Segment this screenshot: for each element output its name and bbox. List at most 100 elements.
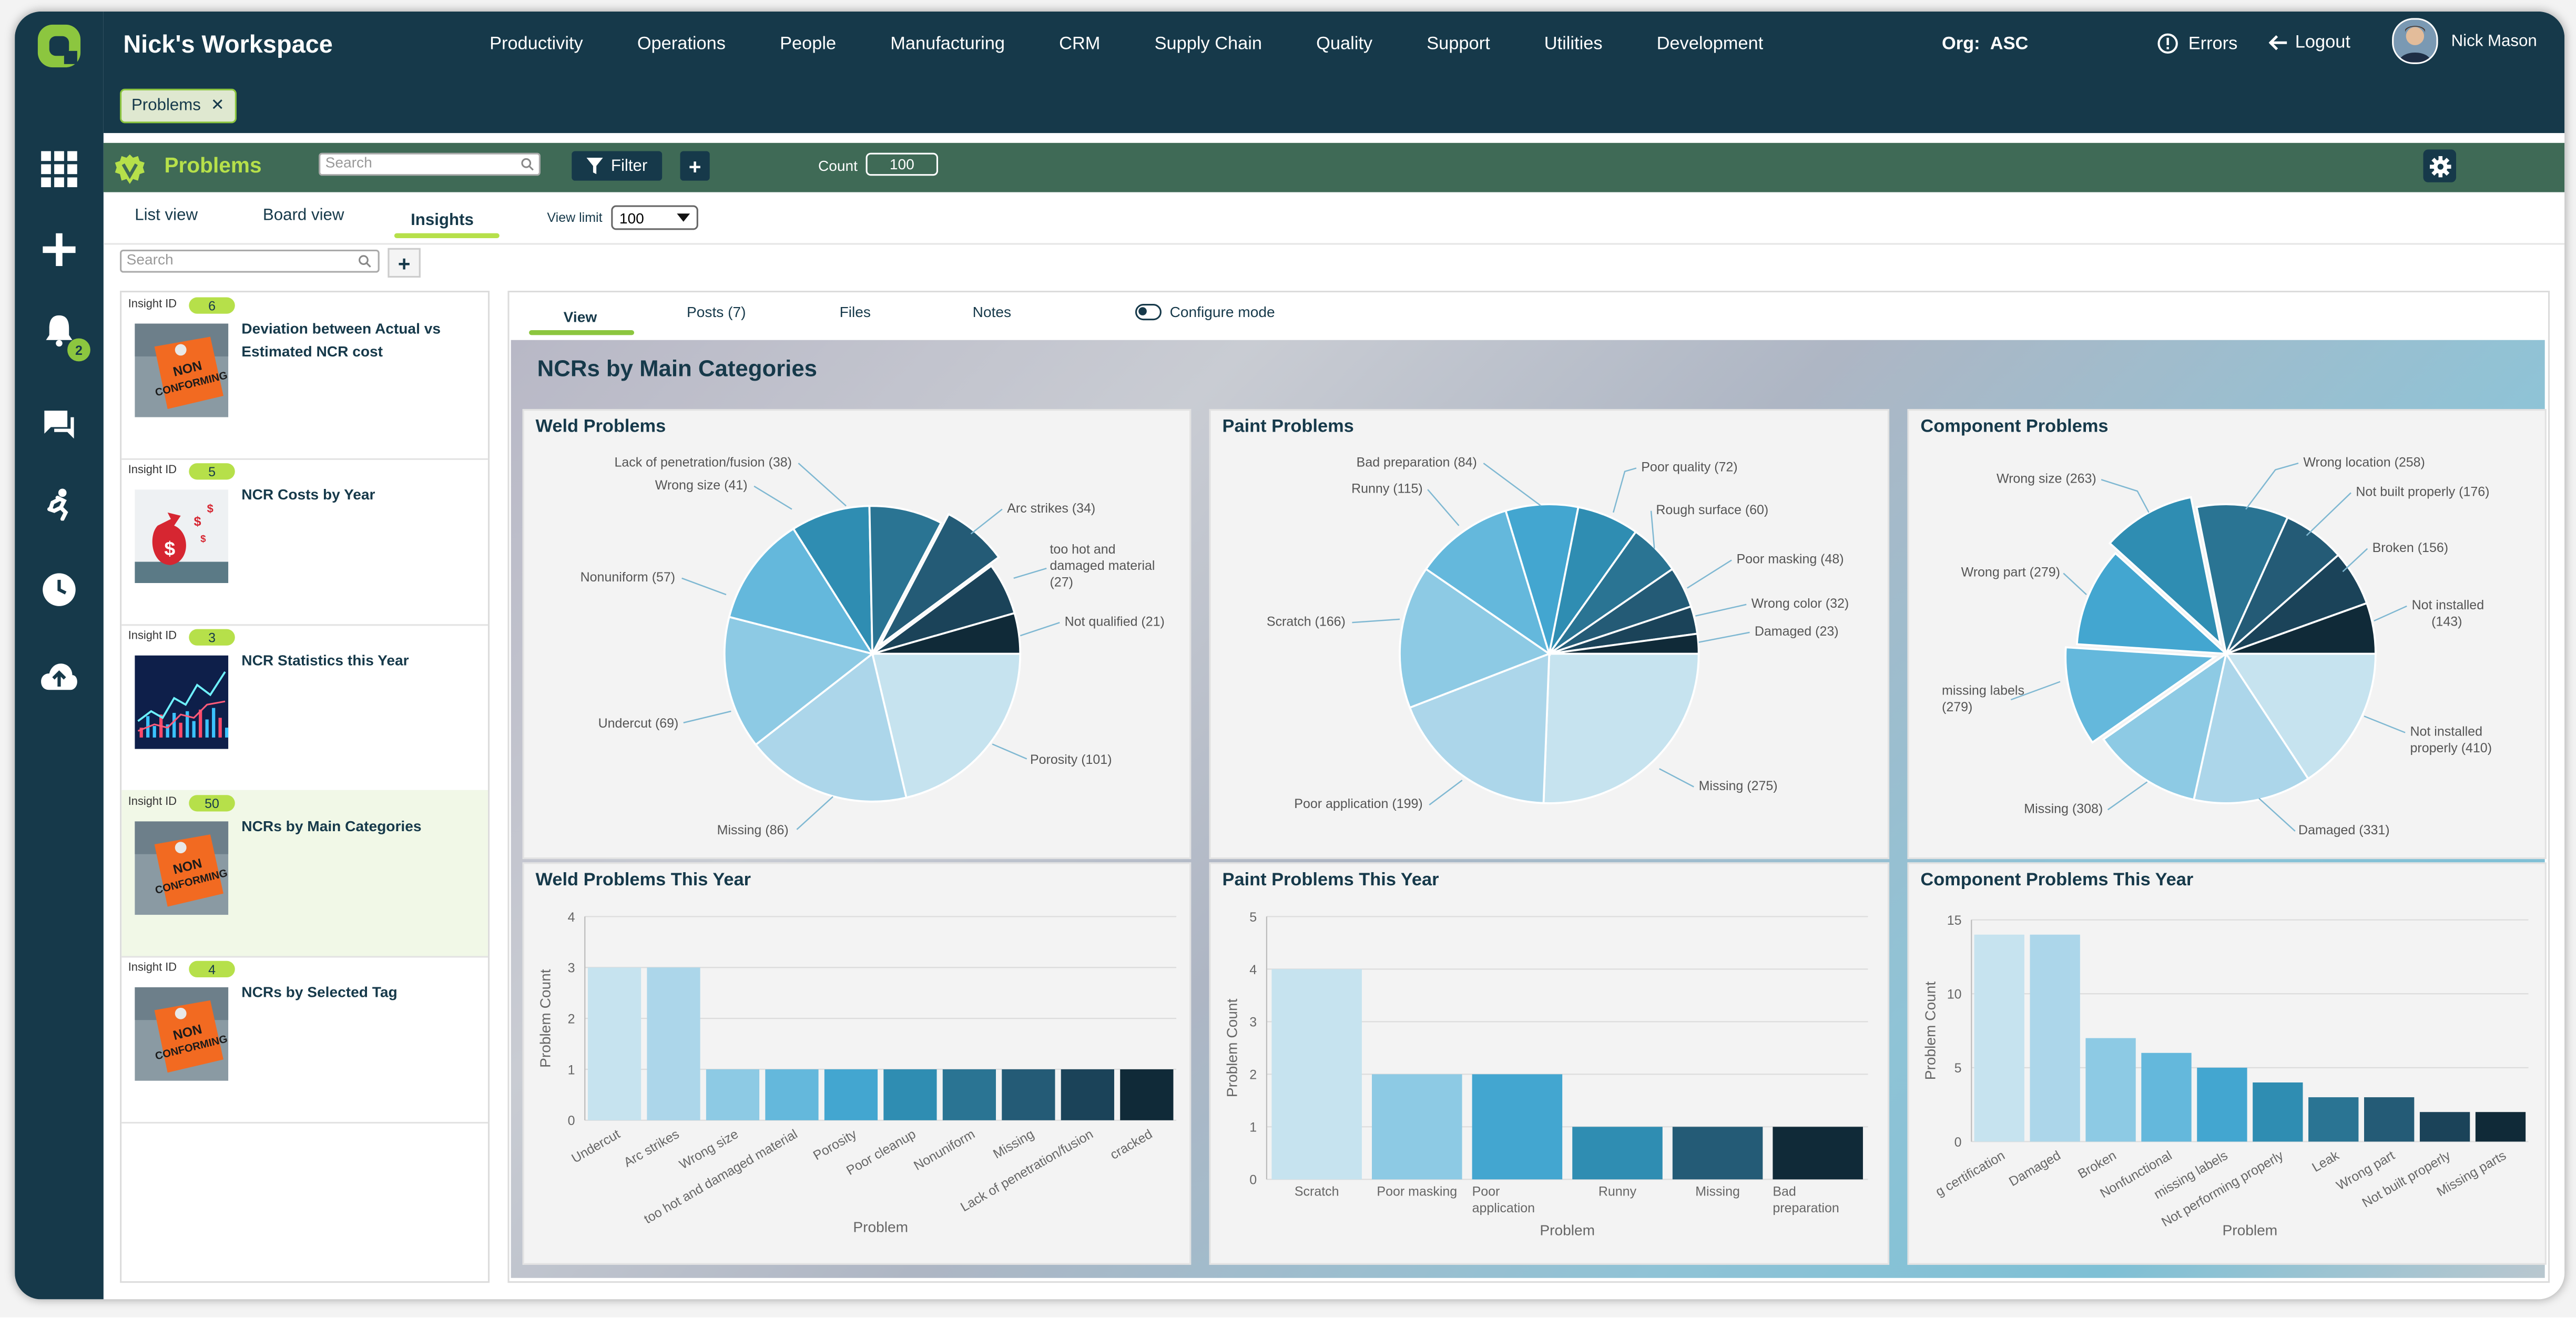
- weld-slice-not-qualified[interactable]: [872, 611, 1022, 655]
- bar-porosity[interactable]: [824, 1069, 878, 1120]
- settings-button[interactable]: [2423, 149, 2456, 182]
- bar-missing[interactable]: [1672, 1127, 1763, 1180]
- list-item[interactable]: Insight ID 3 NCR Statistics this Year: [121, 624, 488, 792]
- nav-item-support[interactable]: Support: [1427, 34, 1490, 55]
- bar-undercut[interactable]: [587, 967, 642, 1120]
- notifications-bell-icon[interactable]: [35, 305, 84, 355]
- bar-nonfunctional[interactable]: [2141, 1053, 2192, 1142]
- open-tab-chip[interactable]: Problems ✕: [120, 88, 236, 124]
- component-slice-wrong-part[interactable]: [2075, 551, 2229, 655]
- weld-slice-arc-strikes[interactable]: [879, 513, 1001, 646]
- tab-view[interactable]: View: [563, 309, 597, 325]
- list-item[interactable]: Insight ID 5 $ $ $ $ NCR Costs by Year: [121, 458, 488, 626]
- y-tick-label: 4: [568, 910, 575, 925]
- weld-slice-porosity[interactable]: [871, 652, 1022, 799]
- paint-slice-missing[interactable]: [1542, 652, 1700, 804]
- bar-arc-strikes[interactable]: [647, 967, 700, 1120]
- component-slice-missing-labels[interactable]: [2064, 646, 2218, 744]
- bar-poor-application[interactable]: [1472, 1074, 1563, 1180]
- component-slice-wrong-size[interactable]: [2108, 496, 2222, 647]
- list-item[interactable]: Insight ID 6 NON CONFORMING Deviation bet…: [121, 292, 488, 460]
- weld-slice-missing[interactable]: [754, 652, 908, 803]
- component-slice-damaged[interactable]: [2192, 651, 2310, 804]
- tab-files[interactable]: Files: [839, 304, 871, 321]
- paint-slice-poor-quality[interactable]: [1548, 506, 1637, 655]
- paint-slice-runny[interactable]: [1424, 509, 1551, 657]
- bar-runny[interactable]: [1572, 1127, 1663, 1180]
- weld-slice-nonuniform[interactable]: [728, 527, 875, 656]
- nav-item-operations[interactable]: Operations: [637, 34, 726, 55]
- filter-button[interactable]: Filter: [572, 151, 663, 181]
- user-menu[interactable]: Nick Mason: [2392, 18, 2537, 64]
- tab-posts[interactable]: Posts (7): [686, 304, 746, 321]
- bar-poor-cleanup[interactable]: [883, 1069, 937, 1120]
- x-tick-label: preparation: [1773, 1201, 1839, 1215]
- nav-item-quality[interactable]: Quality: [1316, 34, 1373, 55]
- bar-bad-preparation[interactable]: [1773, 1127, 1863, 1180]
- component-slice-not-built-properly[interactable]: [2225, 516, 2340, 655]
- weld-slice-undercut[interactable]: [724, 616, 875, 747]
- component-slice-missing[interactable]: [2102, 651, 2228, 801]
- chat-icon[interactable]: [35, 399, 84, 448]
- bar-missing-labels[interactable]: [2197, 1067, 2247, 1142]
- pie-leader-line: [1429, 780, 1463, 805]
- chart-title: Paint Problems: [1222, 417, 1354, 437]
- bar-wrong-part[interactable]: [2364, 1097, 2415, 1142]
- bar-nonuniform[interactable]: [942, 1069, 996, 1120]
- tab-insights[interactable]: Insights: [411, 212, 474, 230]
- component-slice-wrong-location[interactable]: [2195, 503, 2289, 657]
- add-icon[interactable]: [35, 225, 84, 274]
- paint-slice-bad-preparation[interactable]: [1504, 503, 1580, 655]
- view-limit-select[interactable]: 100: [611, 205, 698, 230]
- bar-poor-masking[interactable]: [1372, 1074, 1462, 1180]
- bar-leak[interactable]: [2308, 1097, 2359, 1142]
- apps-grid-icon[interactable]: [35, 145, 84, 194]
- bar-damaged[interactable]: [2030, 934, 2080, 1142]
- bar-scratch[interactable]: [1271, 969, 1362, 1180]
- org-indicator[interactable]: Org: ASC: [1942, 35, 2028, 54]
- nav-item-crm[interactable]: CRM: [1059, 34, 1101, 55]
- tab-board-view[interactable]: Board view: [262, 207, 344, 226]
- add-record-button[interactable]: +: [680, 151, 710, 181]
- bar-missing-parts[interactable]: [2475, 1112, 2526, 1142]
- view-limit-value: 100: [619, 209, 644, 226]
- nav-item-development[interactable]: Development: [1656, 34, 1764, 55]
- bar-lack-of-penetration-fusion[interactable]: [1061, 1069, 1114, 1120]
- bar-broken[interactable]: [2085, 1038, 2136, 1142]
- bar-not-performing-properly[interactable]: [2253, 1082, 2303, 1142]
- bar-missing[interactable]: [1002, 1069, 1055, 1120]
- weld-slice-lack-of-penetration-fusion[interactable]: [868, 505, 943, 655]
- bar-wrong-size[interactable]: [706, 1069, 760, 1120]
- tab-notes[interactable]: Notes: [972, 304, 1012, 321]
- close-icon[interactable]: ✕: [210, 97, 225, 115]
- nav-item-people[interactable]: People: [780, 34, 837, 55]
- component-slice-not-installed[interactable]: [2225, 601, 2377, 655]
- count-input[interactable]: 100: [866, 152, 939, 176]
- paint-slice-damaged[interactable]: [1549, 632, 1700, 655]
- bar-cracked[interactable]: [1120, 1069, 1174, 1120]
- clock-icon[interactable]: [35, 565, 84, 615]
- configure-mode-toggle[interactable]: [1135, 304, 1162, 321]
- bar-g-certification[interactable]: [1974, 934, 2024, 1142]
- list-item[interactable]: Insight ID 4 NON CONFORMING NCRs by Selec…: [121, 956, 488, 1124]
- nav-item-supply-chain[interactable]: Supply Chain: [1154, 34, 1262, 55]
- bar-too-hot-and-damaged-material[interactable]: [765, 1069, 819, 1120]
- nav-item-utilities[interactable]: Utilities: [1544, 34, 1603, 55]
- module-search-input[interactable]: Search: [319, 152, 541, 176]
- weld-slice-wrong-size[interactable]: [792, 505, 874, 658]
- cloud-upload-icon[interactable]: [35, 652, 84, 701]
- nav-item-manufacturing[interactable]: Manufacturing: [890, 34, 1005, 55]
- nav-item-productivity[interactable]: Productivity: [490, 34, 583, 55]
- paint-slice-scratch[interactable]: [1399, 567, 1552, 709]
- tab-list-view[interactable]: List view: [135, 207, 198, 226]
- errors-button[interactable]: Errors: [2157, 33, 2237, 54]
- insight-search-input[interactable]: Search: [120, 249, 380, 273]
- component-slice-not-installed-properly[interactable]: [2224, 652, 2377, 780]
- add-insight-button[interactable]: +: [388, 248, 421, 278]
- app-logo-icon[interactable]: [35, 22, 84, 71]
- activity-running-icon[interactable]: [35, 479, 84, 529]
- logout-button[interactable]: Logout: [2268, 33, 2350, 53]
- bar-not-built-properly[interactable]: [2419, 1112, 2470, 1142]
- paint-slice-poor-application[interactable]: [1408, 652, 1551, 804]
- list-item-selected[interactable]: Insight ID 50 NON CONFORMING NCRs by Main…: [121, 790, 488, 958]
